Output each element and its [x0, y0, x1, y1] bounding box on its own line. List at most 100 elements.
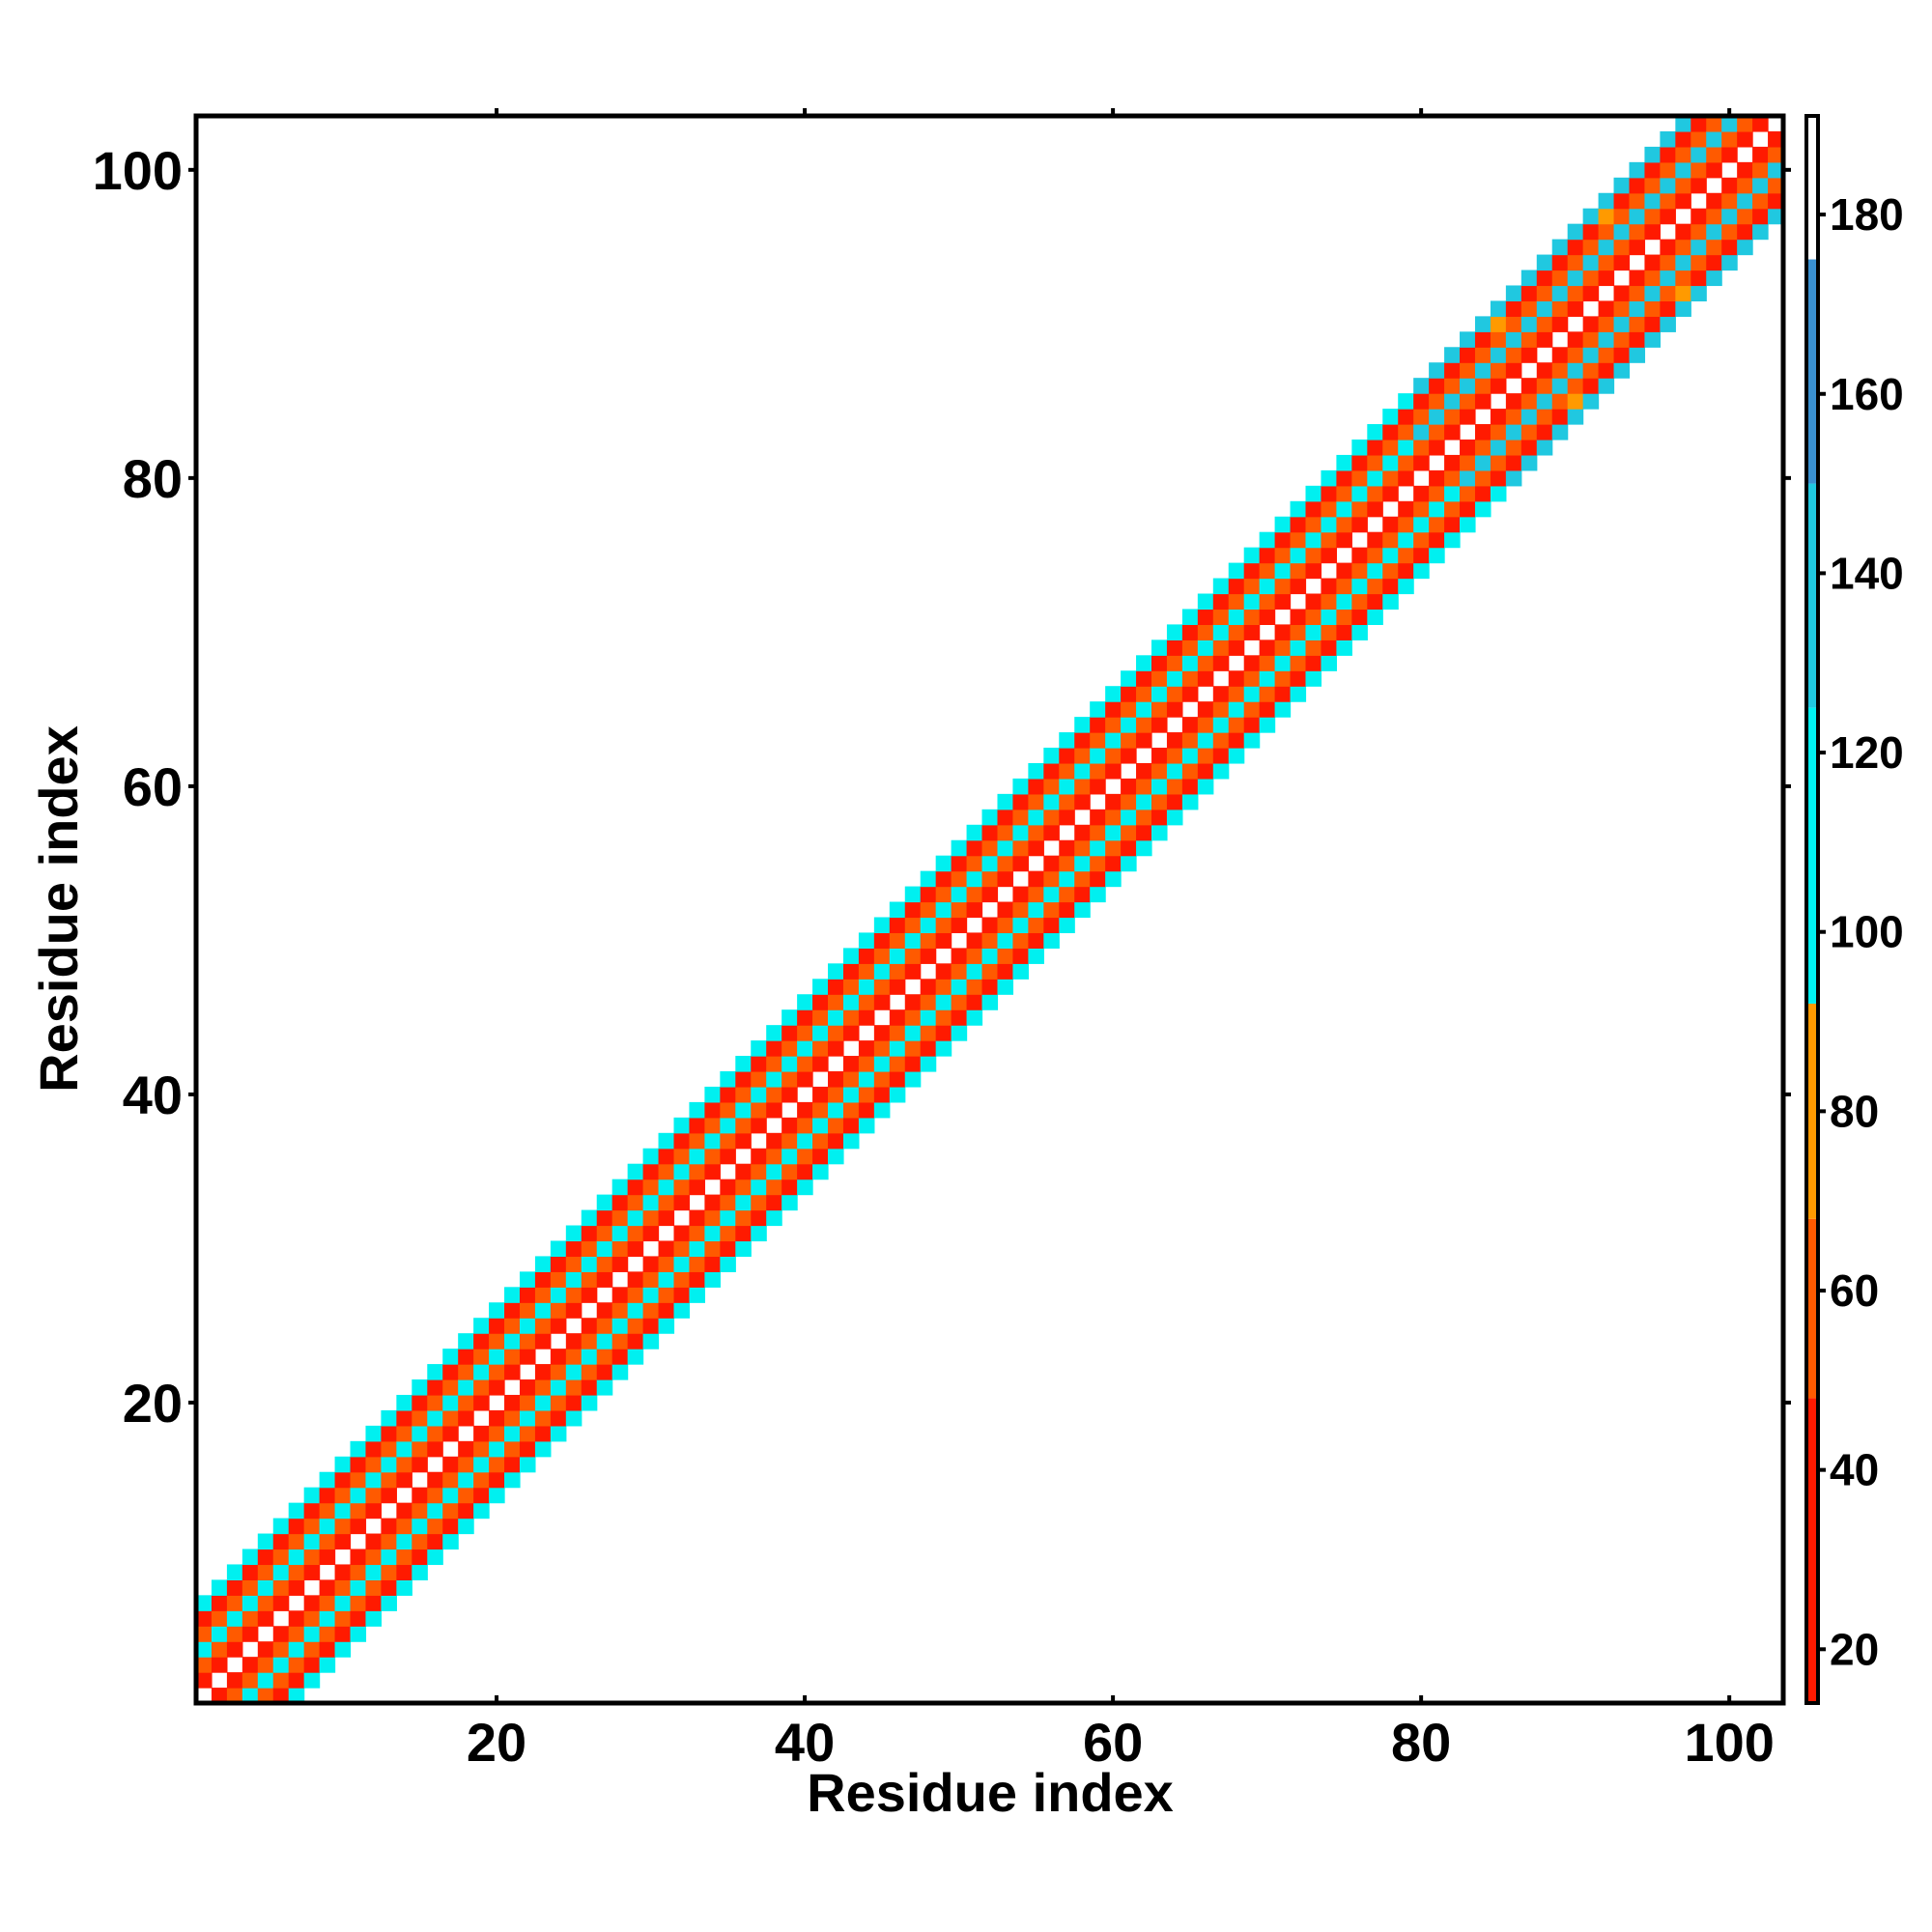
heatmap-cell: [1752, 161, 1769, 179]
heatmap-cell: [858, 994, 875, 1010]
heatmap-cell: [427, 1409, 443, 1427]
heatmap-cell: [1151, 670, 1168, 687]
heatmap-cell: [627, 1349, 644, 1365]
heatmap-cell: [1336, 454, 1352, 471]
heatmap-cell: [751, 1101, 767, 1119]
heatmap-cell: [473, 1318, 490, 1334]
heatmap-cell: [1382, 593, 1399, 611]
heatmap-cell: [458, 1487, 474, 1504]
heatmap-cell: [1012, 824, 1029, 841]
heatmap-cell: [1536, 378, 1553, 394]
heatmap-cell: [889, 932, 906, 949]
heatmap-cell: [381, 1518, 397, 1535]
heatmap-cell: [334, 1471, 352, 1489]
heatmap-cell: [1090, 762, 1106, 780]
heatmap-cell: [1197, 609, 1214, 625]
heatmap-cell: [1536, 439, 1553, 456]
heatmap-cell: [396, 1518, 412, 1535]
heatmap-cell: [519, 1333, 536, 1350]
heatmap-cell: [1690, 146, 1707, 163]
heatmap-cell: [1105, 762, 1122, 780]
heatmap-cell: [473, 1349, 490, 1365]
heatmap-cell: [673, 1148, 691, 1165]
heatmap-cell: [1551, 347, 1569, 363]
heatmap-cell: [1121, 809, 1137, 826]
heatmap-cell: [489, 1440, 505, 1458]
heatmap-cell: [1721, 254, 1738, 271]
heatmap-cell: [1551, 409, 1569, 425]
heatmap-cell: [1429, 439, 1445, 456]
heatmap-cell: [828, 1101, 844, 1119]
heatmap-cell: [1644, 331, 1661, 348]
heatmap-cell: [828, 1070, 844, 1088]
heatmap-cell: [1460, 393, 1476, 410]
heatmap-cell: [704, 1240, 721, 1258]
heatmap-cell: [920, 1009, 937, 1026]
heatmap-cell: [920, 1056, 937, 1072]
heatmap-cell: [1582, 239, 1600, 256]
heatmap-cell: [1105, 732, 1122, 749]
heatmap-cell: [303, 1641, 321, 1658]
heatmap-cell: [1520, 409, 1538, 425]
heatmap-cell: [1490, 439, 1507, 456]
heatmap-cell: [1290, 578, 1307, 595]
heatmap-cell: [1105, 824, 1122, 841]
heatmap-cell: [365, 1425, 383, 1442]
heatmap-cell: [1290, 516, 1307, 533]
heatmap-cell: [828, 1132, 844, 1150]
heatmap-cell: [689, 1117, 705, 1134]
heatmap-cell: [1274, 578, 1292, 595]
heatmap-cell: [1582, 254, 1600, 271]
heatmap-cell: [1444, 378, 1461, 394]
heatmap-cell: [1336, 593, 1352, 611]
heatmap-cell: [1429, 500, 1445, 518]
heatmap-cell: [1305, 655, 1322, 671]
heatmap-cell: [1305, 639, 1322, 656]
heatmap-cell: [211, 1579, 228, 1596]
heatmap-cell: [627, 1302, 644, 1319]
heatmap-cell: [1290, 500, 1307, 518]
heatmap-cell: [704, 1194, 721, 1211]
heatmap-cell: [504, 1456, 521, 1473]
heatmap-cell: [1166, 809, 1183, 826]
heatmap-cell: [1151, 701, 1168, 718]
heatmap-cell: [412, 1409, 428, 1427]
heatmap-cell: [1536, 331, 1553, 348]
heatmap-cell: [1090, 855, 1106, 872]
heatmap-cell: [997, 809, 1014, 826]
heatmap-cell: [272, 1626, 290, 1642]
heatmap-cell: [257, 1610, 274, 1627]
heatmap-cell: [1181, 748, 1199, 764]
heatmap-cell: [966, 901, 983, 919]
heatmap-cell: [1228, 732, 1245, 749]
heatmap-cell: [1290, 639, 1307, 656]
heatmap-cell: [1660, 208, 1676, 225]
heatmap-cell: [1675, 300, 1691, 317]
heatmap-cell: [1197, 624, 1214, 640]
heatmap-cell: [1398, 424, 1414, 440]
heatmap-cell: [1505, 362, 1522, 379]
heatmap-cell: [581, 1379, 598, 1396]
heatmap-cell: [658, 1271, 675, 1288]
heatmap-cell: [319, 1518, 336, 1535]
heatmap-cell: [303, 1657, 321, 1673]
heatmap-cell: [1474, 500, 1492, 518]
heatmap-cell: [951, 979, 968, 995]
heatmap-cell: [873, 1070, 891, 1088]
heatmap-cell: [951, 901, 968, 919]
heatmap-cell: [1228, 578, 1245, 595]
heatmap-cell: [1675, 270, 1691, 287]
heatmap-cell: [1212, 748, 1230, 764]
heatmap-cell: [1429, 393, 1445, 410]
colorbar-tick-label: 160: [1830, 369, 1904, 419]
heatmap-cell: [1413, 409, 1430, 425]
heatmap-cell: [381, 1533, 397, 1550]
heatmap-cell: [1336, 485, 1352, 502]
heatmap-cell: [288, 1548, 305, 1566]
heatmap-cell: [1212, 732, 1230, 749]
heatmap-cell: [504, 1394, 521, 1411]
heatmap-cell: [642, 1225, 660, 1242]
heatmap-cell: [1644, 192, 1661, 210]
heatmap-cell: [1197, 639, 1214, 656]
heatmap-cell: [812, 1148, 829, 1165]
